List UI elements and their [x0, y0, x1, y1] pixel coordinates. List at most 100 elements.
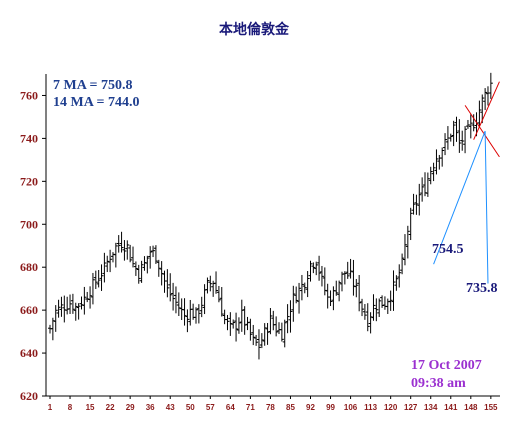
y-tick-label: 660 — [20, 303, 38, 317]
ohlc-bar — [354, 278, 359, 298]
ohlc-bar — [314, 261, 319, 276]
ohlc-bar — [297, 282, 302, 314]
ohlc-bar — [317, 255, 322, 281]
x-tick-label: 36 — [146, 403, 155, 412]
ohlc-bar — [414, 194, 419, 215]
ohlc-bar — [345, 261, 350, 279]
ohlc-bar — [468, 113, 473, 139]
ohlc-bar — [394, 275, 399, 291]
ohlc-bar — [342, 271, 347, 285]
x-tick-label: 155 — [484, 403, 498, 412]
ohlc-bar — [265, 322, 270, 345]
ohlc-bar — [457, 119, 462, 153]
ohlc-bar — [171, 282, 176, 311]
ohlc-bar — [159, 261, 164, 286]
y-tick-label: 640 — [20, 346, 38, 360]
ohlc-bar — [133, 261, 138, 276]
ohlc-bar — [374, 298, 379, 322]
ohlc-bar — [176, 292, 181, 317]
trend-line — [473, 81, 500, 140]
x-tick-label: 78 — [266, 403, 275, 412]
ma14-label: 14 MA = 744.0 — [53, 95, 140, 110]
y-tick-label: 620 — [20, 389, 38, 403]
ohlc-bar — [182, 298, 187, 326]
ohlc-bar — [262, 323, 267, 346]
ohlc-bar — [477, 100, 482, 127]
ohlc-bar — [254, 334, 259, 346]
y-tick-label: 740 — [20, 131, 38, 145]
ohlc-bar — [268, 308, 273, 335]
ohlc-bar — [420, 177, 425, 202]
ohlc-bar — [105, 255, 110, 273]
ohlc-bar — [208, 275, 213, 292]
ohlc-bar — [145, 255, 150, 274]
ohlc-bar — [156, 259, 161, 277]
ohlc-bar — [454, 116, 459, 142]
ohlc-bar — [122, 240, 127, 261]
ohlc-bar — [234, 312, 239, 342]
ohlc-bar — [59, 296, 64, 317]
ohlc-bar — [82, 286, 87, 315]
annotation-754-5: 754.5 — [432, 242, 464, 257]
ohlc-bar — [139, 260, 144, 283]
ohlc-bar — [471, 114, 476, 132]
x-tick-label: 15 — [86, 403, 95, 412]
ohlc-bar — [279, 322, 284, 342]
ohlc-bar — [362, 304, 367, 320]
ohlc-bar — [488, 72, 493, 99]
ohlc-bar — [50, 317, 55, 341]
ohlc-bar — [328, 290, 333, 307]
ohlc-bar — [76, 303, 81, 320]
trend-lines — [433, 81, 500, 284]
x-tick-label: 57 — [206, 403, 215, 412]
x-tick-label: 148 — [464, 403, 478, 412]
ohlc-bar — [319, 265, 324, 287]
ohlc-bar — [168, 273, 173, 302]
annotation-735-8: 735.8 — [466, 281, 498, 296]
ohlc-bar — [305, 271, 310, 298]
ohlc-bar — [291, 285, 296, 322]
ohlc-bar — [73, 302, 78, 321]
ohlc-bar — [259, 333, 264, 349]
ohlc-bar — [388, 290, 393, 311]
x-tick-label: 120 — [384, 403, 398, 412]
ohlc-bar — [400, 253, 405, 275]
ohlc-bar — [136, 264, 141, 284]
x-tick-label: 99 — [326, 403, 335, 412]
ohlc-bar — [153, 245, 158, 264]
ohlc-bar — [440, 147, 445, 167]
ohlc-bar — [402, 234, 407, 266]
ohlc-bar — [96, 269, 101, 288]
ohlc-bar — [248, 318, 253, 341]
x-tick-label: 1 — [48, 403, 53, 412]
ohlc-bar — [148, 246, 153, 269]
ohlc-bar — [274, 316, 279, 337]
ohlc-bar — [377, 298, 382, 317]
ohlc-bar — [193, 307, 198, 324]
ohlc-bar — [108, 249, 113, 273]
x-tick-label: 71 — [246, 403, 255, 412]
ohlc-bar — [90, 272, 95, 305]
ohlc-bar — [56, 299, 61, 318]
x-tick-label: 22 — [106, 403, 115, 412]
ohlc-bar — [251, 324, 256, 346]
x-tick-label: 92 — [306, 403, 315, 412]
y-tick-label: 700 — [20, 217, 38, 231]
ohlc-bar — [365, 303, 370, 332]
ohlc-bar — [236, 317, 241, 334]
x-tick-label: 8 — [68, 403, 73, 412]
ohlc-bar — [302, 282, 307, 294]
ohlc-bar — [79, 296, 84, 310]
ohlc-bar — [428, 166, 433, 185]
ohlc-bar — [334, 280, 339, 296]
y-tick-label: 720 — [20, 174, 38, 188]
ohlc-bar — [405, 225, 410, 259]
ohlc-bar — [125, 240, 130, 260]
ohlc-bar — [357, 275, 362, 312]
ohlc-bar — [199, 296, 204, 318]
ohlc-bar — [288, 300, 293, 333]
x-tick-label: 141 — [444, 403, 458, 412]
ohlc-bar — [151, 245, 156, 258]
